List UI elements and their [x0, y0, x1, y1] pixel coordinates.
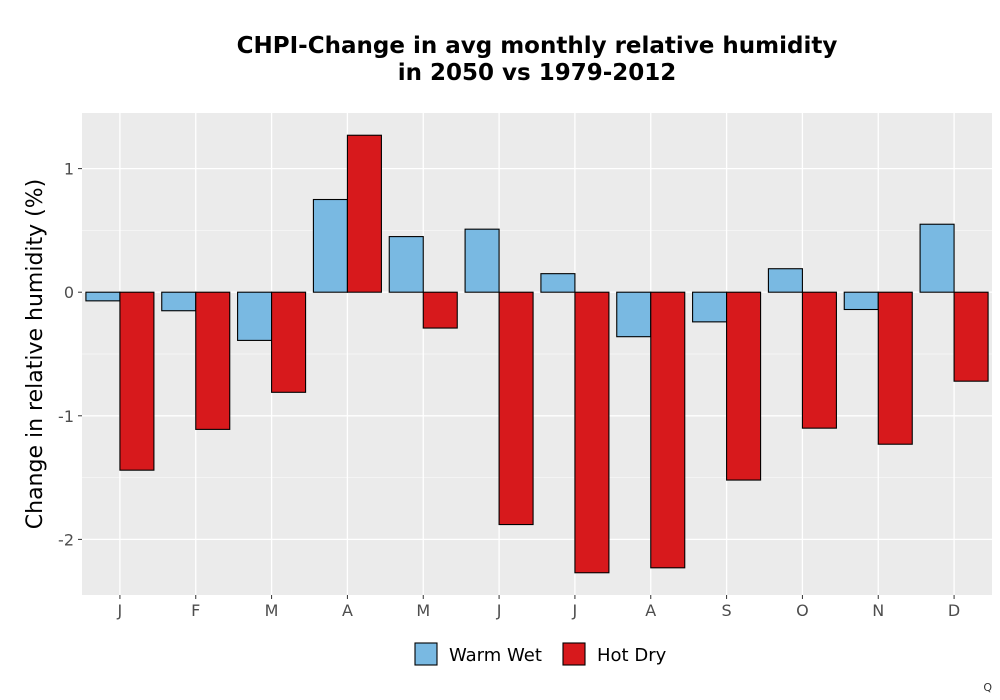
bar-hot-dry: [801, 291, 837, 429]
corner-mark: Q: [983, 681, 992, 694]
legend-label: Warm Wet: [449, 645, 542, 666]
chart-title-line: in 2050 vs 1979-2012: [398, 60, 677, 86]
y-tick-label: 0: [64, 283, 74, 302]
bar-warm-wet: [388, 236, 424, 293]
x-tick-label: D: [948, 601, 960, 620]
x-tick-label: S: [722, 601, 732, 620]
y-axis-label: Change in relative humidity (%): [23, 179, 48, 529]
x-tick-label: J: [496, 601, 502, 620]
bar-warm-wet: [237, 291, 273, 341]
bar-hot-dry: [726, 291, 762, 481]
chart-title: CHPI-Change in avg monthly relative humi…: [237, 33, 838, 86]
bar-hot-dry: [650, 291, 686, 569]
chart-title-line: CHPI-Change in avg monthly relative humi…: [237, 33, 838, 59]
x-tick-label: M: [416, 601, 430, 620]
bar-hot-dry: [498, 291, 534, 526]
bar-hot-dry: [346, 134, 382, 293]
bar-warm-wet: [919, 223, 955, 293]
x-tick-label: N: [872, 601, 884, 620]
x-tick-label: M: [265, 601, 279, 620]
legend-label: Hot Dry: [597, 645, 667, 666]
legend-key-warm-wet: [414, 642, 438, 666]
bar-warm-wet: [692, 291, 728, 323]
x-tick-label: A: [645, 601, 656, 620]
x-tick-label: J: [117, 601, 123, 620]
bar-hot-dry: [119, 291, 155, 471]
legend-key-hot-dry: [562, 642, 586, 666]
bar-warm-wet: [161, 291, 197, 312]
y-tick-label: 1: [64, 160, 74, 179]
bar-warm-wet: [767, 268, 803, 293]
y-tick-label: -2: [58, 530, 74, 549]
legend: Warm Wet Hot Dry: [414, 642, 667, 666]
bar-hot-dry: [953, 291, 989, 382]
bar-hot-dry: [877, 291, 913, 445]
bar-warm-wet: [312, 198, 348, 293]
bar-warm-wet: [843, 291, 879, 311]
bar-warm-wet: [464, 228, 500, 293]
bar-warm-wet: [540, 273, 576, 293]
bar-warm-wet: [85, 291, 121, 302]
bar-hot-dry: [574, 291, 610, 574]
x-tick-label: A: [342, 601, 353, 620]
x-tick-label: J: [572, 601, 578, 620]
y-tick-label: -1: [58, 407, 74, 426]
x-tick-label: O: [796, 601, 809, 620]
x-tick-label: F: [191, 601, 200, 620]
bar-hot-dry: [422, 291, 458, 329]
bar-warm-wet: [616, 291, 652, 338]
bar-hot-dry: [195, 291, 231, 430]
bar-hot-dry: [271, 291, 307, 393]
